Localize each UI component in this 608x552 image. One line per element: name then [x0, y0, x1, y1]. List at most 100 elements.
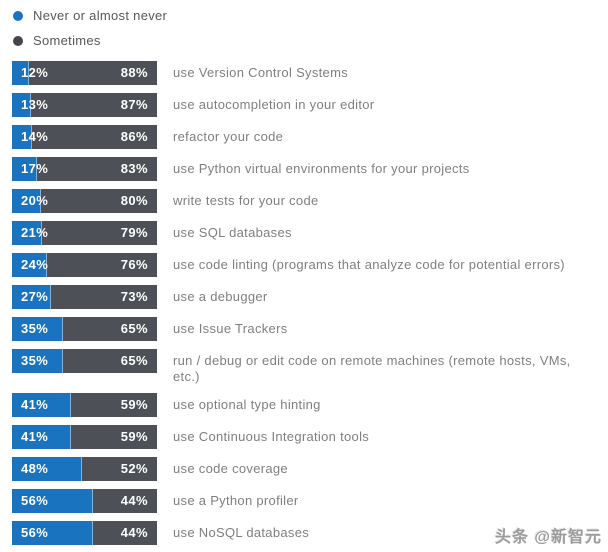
- sometimes-value: 73%: [120, 289, 148, 304]
- never-value: 56%: [21, 525, 49, 540]
- sometimes-value: 44%: [120, 493, 148, 508]
- bar-row: 35% 65% use Issue Trackers: [12, 317, 608, 341]
- never-value: 12%: [21, 65, 49, 80]
- bar-label: run / debug or edit code on remote machi…: [173, 353, 571, 384]
- stacked-bar: 35% 65%: [12, 317, 157, 341]
- stacked-bar: 13% 87%: [12, 93, 157, 117]
- never-value: 35%: [21, 353, 49, 368]
- bar-row: 27% 73% use a debugger: [12, 285, 608, 309]
- bar-row: 13% 87% use autocompletion in your editor: [12, 93, 608, 117]
- stacked-bar: 24% 76%: [12, 253, 157, 277]
- legend-dot-icon: [13, 35, 23, 46]
- never-value: 27%: [21, 289, 49, 304]
- sometimes-value: 44%: [120, 525, 148, 540]
- never-segment: [12, 521, 94, 545]
- bar-label: use a debugger: [173, 289, 268, 304]
- never-segment: [12, 349, 63, 373]
- stacked-bar: 56% 44%: [12, 521, 157, 545]
- bar-rows: 12% 88% use Version Control Systems 13% 87% u…: [12, 61, 608, 545]
- bar-label: use NoSQL databases: [173, 525, 310, 540]
- bar-label: use code coverage: [173, 461, 288, 476]
- bar-row: 17% 83% use Python virtual environments fo…: [12, 157, 608, 181]
- sometimes-value: 76%: [120, 257, 148, 272]
- bar-label: write tests for your code: [173, 193, 319, 208]
- never-segment: [12, 221, 43, 245]
- bar-label: use a Python profiler: [173, 493, 299, 508]
- bar-row: 41% 59% use optional type hinting: [12, 393, 608, 417]
- sometimes-value: 65%: [120, 353, 148, 368]
- bar-row: 12% 88% use Version Control Systems: [12, 61, 608, 85]
- stacked-bar: 41% 59%: [12, 425, 157, 449]
- legend-label: Sometimes: [33, 33, 101, 48]
- sometimes-value: 79%: [120, 225, 148, 240]
- bar-row: 20% 80% write tests for your code: [12, 189, 608, 213]
- stacked-bar: 56% 44%: [12, 489, 157, 513]
- sometimes-value: 59%: [120, 429, 148, 444]
- watermark: 头条 @新智元: [494, 529, 602, 546]
- sometimes-value: 86%: [120, 129, 148, 144]
- stacked-bar: 35% 65%: [12, 349, 157, 373]
- legend-item-sometimes: Sometimes: [13, 33, 608, 48]
- legend-dot-icon: [13, 10, 23, 21]
- never-segment: [12, 285, 52, 309]
- never-value: 20%: [21, 193, 49, 208]
- never-value: 13%: [21, 97, 49, 112]
- stacked-bar: 21% 79%: [12, 221, 157, 245]
- never-segment: [12, 253, 47, 277]
- sometimes-value: 65%: [120, 321, 148, 336]
- stacked-bar: 12% 88%: [12, 61, 157, 85]
- bar-row: 24% 76% use code linting (programs that an…: [12, 253, 608, 277]
- stacked-bar: 48% 52%: [12, 457, 157, 481]
- bar-label: use Version Control Systems: [173, 65, 349, 80]
- never-segment: [12, 457, 82, 481]
- bar-row: 14% 86% refactor your code: [12, 125, 608, 149]
- bar-label: use code linting (programs that analyze …: [173, 257, 565, 272]
- bar-label: refactor your code: [173, 129, 284, 144]
- stacked-bar: 20% 80%: [12, 189, 157, 213]
- sometimes-value: 87%: [120, 97, 148, 112]
- never-segment: [12, 393, 72, 417]
- sometimes-value: 80%: [120, 193, 148, 208]
- never-value: 24%: [21, 257, 49, 272]
- bar-row: 56% 44% use a Python profiler: [12, 489, 608, 513]
- never-segment: [12, 93, 31, 117]
- never-value: 41%: [21, 429, 49, 444]
- stacked-bar: 27% 73%: [12, 285, 157, 309]
- never-segment: [12, 157, 37, 181]
- never-segment: [12, 189, 41, 213]
- never-value: 56%: [21, 493, 49, 508]
- bar-row: 48% 52% use code coverage: [12, 457, 608, 481]
- stacked-bar: 14% 86%: [12, 125, 157, 149]
- legend-item-never: Never or almost never: [13, 8, 608, 23]
- never-value: 21%: [21, 225, 49, 240]
- sometimes-value: 83%: [120, 161, 148, 176]
- stacked-bar: 17% 83%: [12, 157, 157, 181]
- bar-label: use Issue Trackers: [173, 321, 288, 336]
- never-segment: [12, 61, 30, 85]
- never-segment: [12, 489, 94, 513]
- never-value: 41%: [21, 397, 49, 412]
- sometimes-value: 52%: [120, 461, 148, 476]
- legend-label: Never or almost never: [33, 8, 168, 23]
- sometimes-value: 59%: [120, 397, 148, 412]
- bar-label: use SQL databases: [173, 225, 292, 240]
- bar-row: 21% 79% use SQL databases: [12, 221, 608, 245]
- bar-label: use autocompletion in your editor: [173, 97, 375, 112]
- bar-row: 56% 44% use NoSQL databases: [12, 521, 608, 545]
- bar-label: use optional type hinting: [173, 397, 321, 412]
- never-segment: [12, 317, 63, 341]
- stacked-bar: 41% 59%: [12, 393, 157, 417]
- bar-label: use Continuous Integration tools: [173, 429, 370, 444]
- bar-row: 35% 65% run / debug or edit code on remote…: [12, 349, 608, 385]
- never-value: 48%: [21, 461, 49, 476]
- never-segment: [12, 125, 33, 149]
- never-segment: [12, 425, 72, 449]
- bar-row: 41% 59% use Continuous Integration tools: [12, 425, 608, 449]
- never-value: 14%: [21, 129, 49, 144]
- never-value: 17%: [21, 161, 49, 176]
- never-value: 35%: [21, 321, 49, 336]
- bar-label: use Python virtual environments for your…: [173, 161, 470, 176]
- sometimes-value: 88%: [120, 65, 148, 80]
- legend: Never or almost never Sometimes: [0, 0, 608, 48]
